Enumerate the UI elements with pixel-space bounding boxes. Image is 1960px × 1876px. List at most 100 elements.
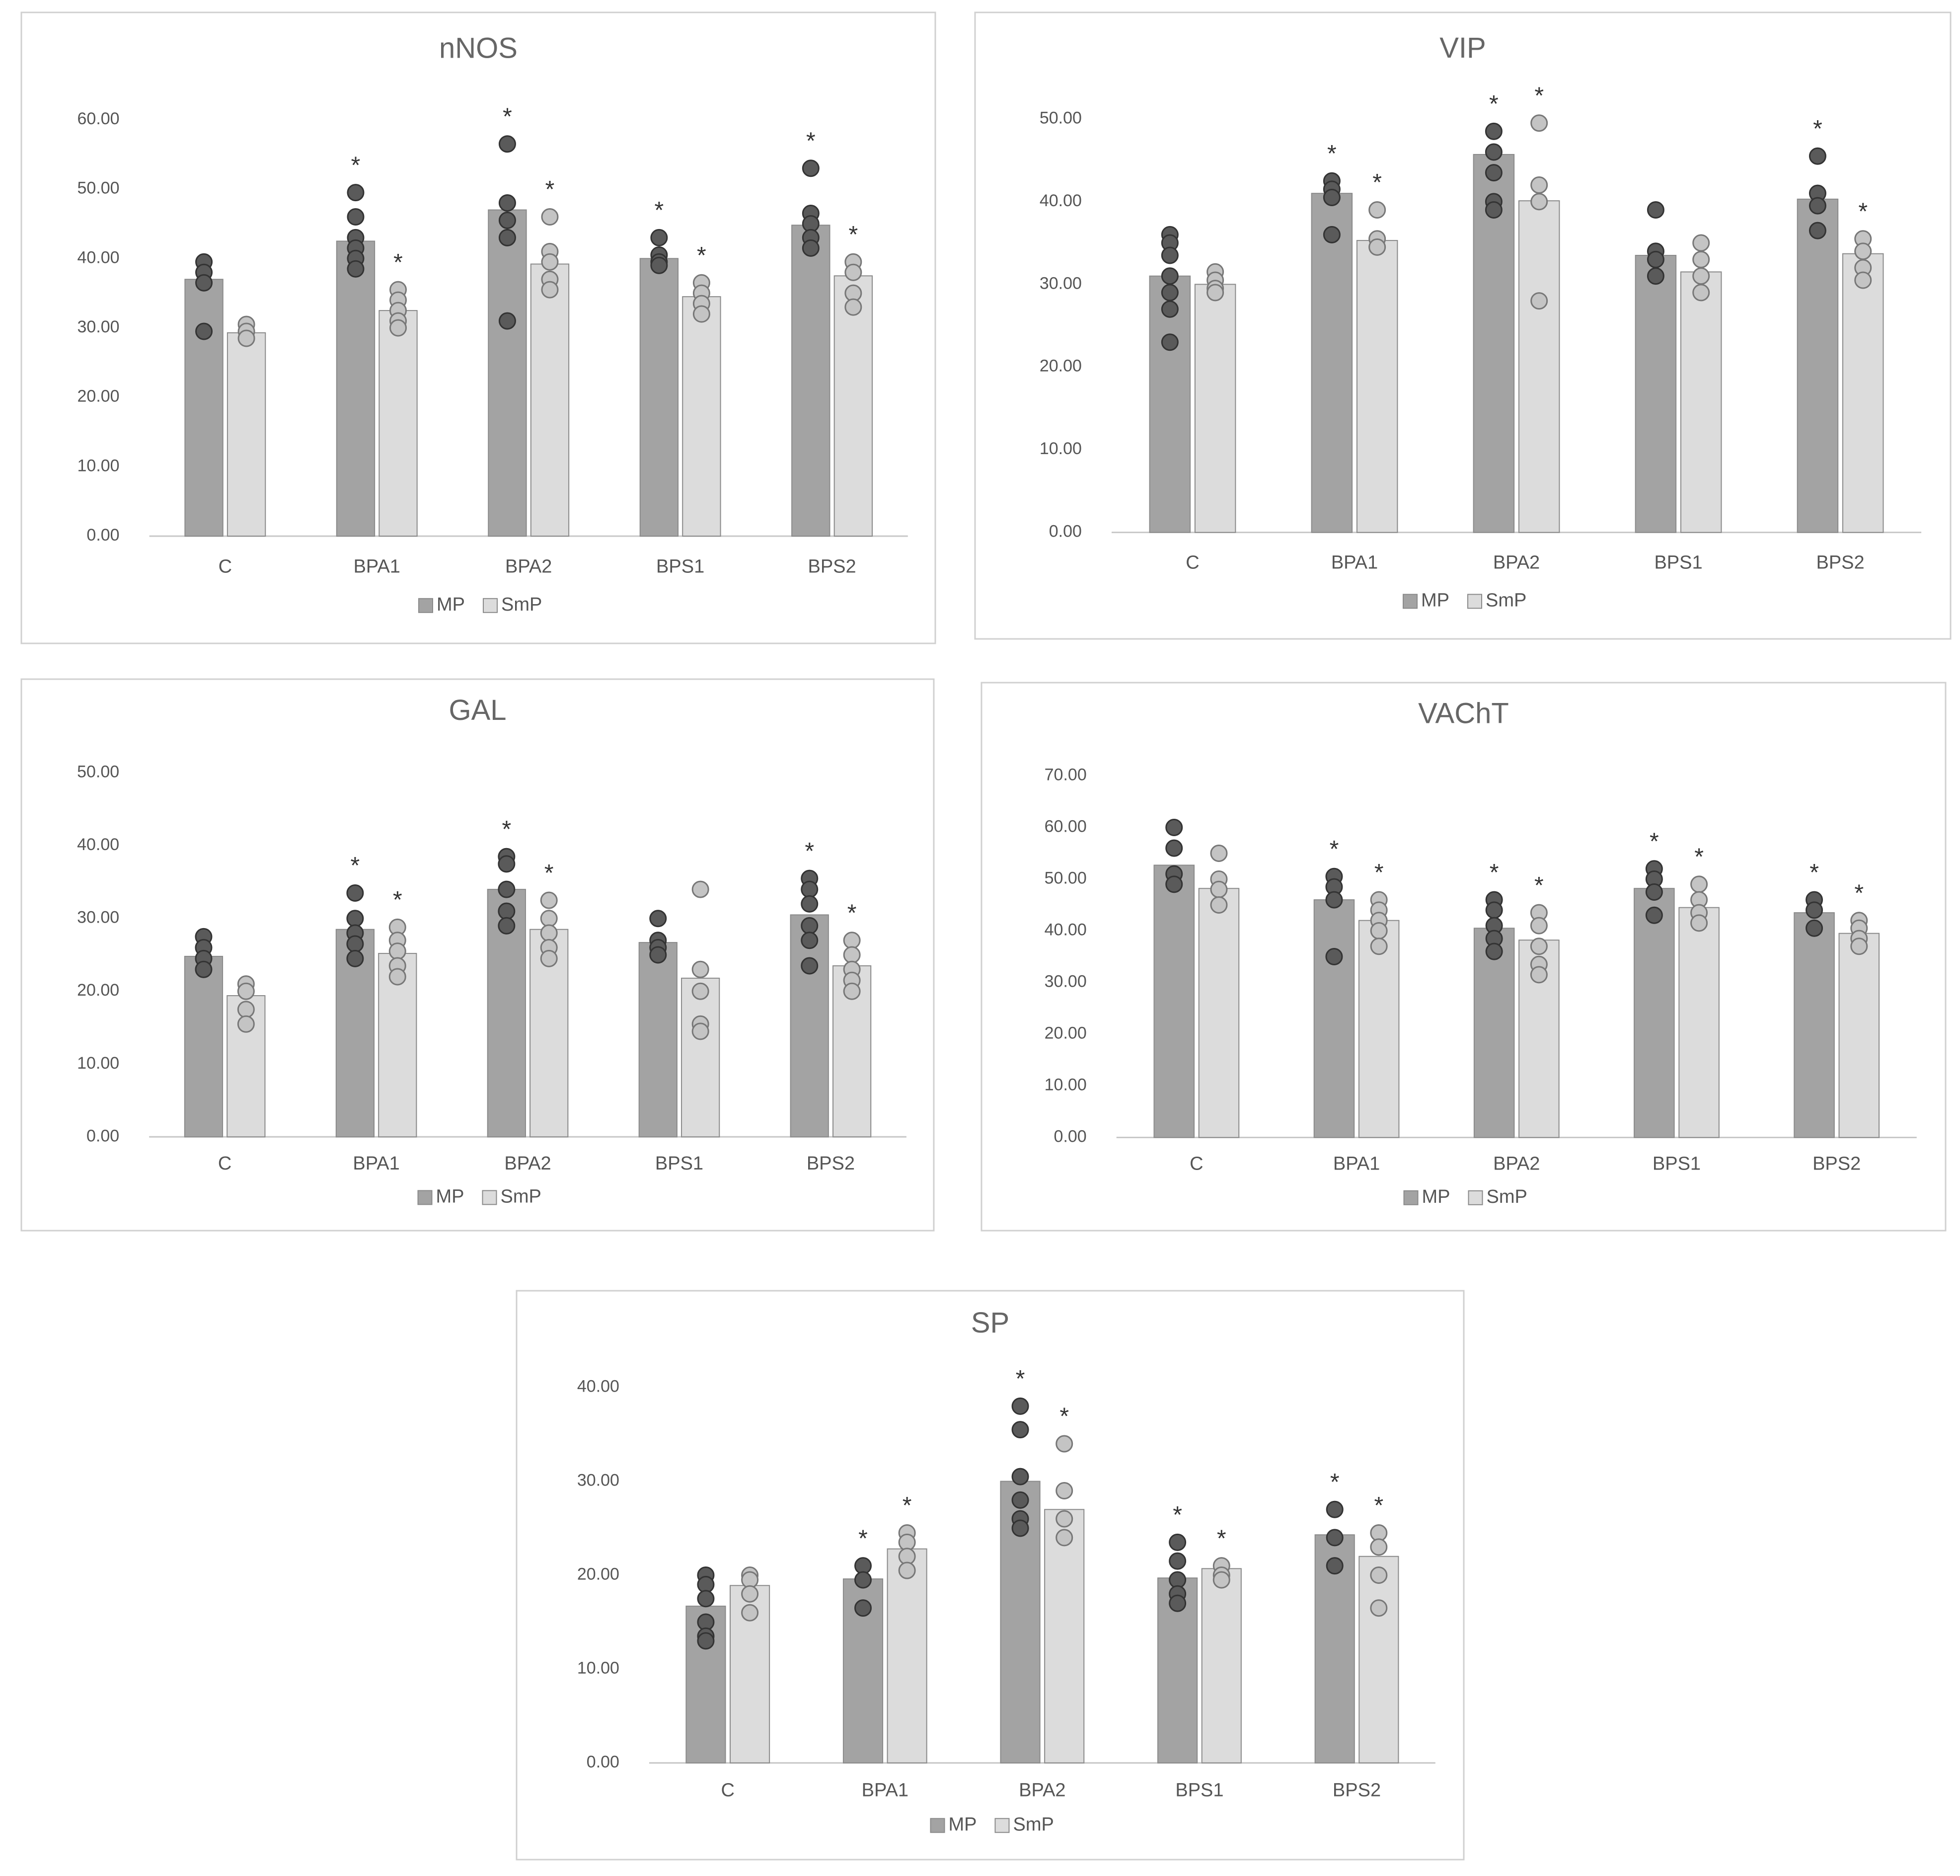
data-point: [237, 1015, 255, 1033]
bar: [887, 1548, 927, 1764]
data-point: [1647, 201, 1664, 219]
panel-border: [20, 678, 935, 1232]
legend-swatch: [482, 1190, 497, 1205]
data-point: [1370, 1538, 1388, 1556]
data-point: [854, 1599, 872, 1617]
bar: [1153, 864, 1195, 1138]
panel-border: [980, 682, 1947, 1232]
significance-star: *: [502, 816, 511, 843]
bar: [1634, 888, 1675, 1138]
significance-star: *: [1534, 872, 1544, 899]
y-tick-label: 60.00: [1045, 817, 1087, 836]
bar: [1194, 284, 1236, 533]
data-point: [346, 949, 364, 967]
significance-star: *: [1330, 1469, 1340, 1495]
bar: [1311, 193, 1353, 533]
data-point: [195, 274, 213, 292]
data-point: [498, 902, 516, 920]
data-point: [1212, 1571, 1230, 1589]
data-point: [498, 855, 516, 873]
data-point: [1011, 1397, 1029, 1415]
bar: [488, 209, 527, 537]
significance-star: *: [1650, 828, 1659, 855]
bar: [1842, 253, 1884, 533]
bar: [226, 332, 266, 537]
data-point: [1370, 1599, 1388, 1617]
significance-star: *: [655, 197, 664, 224]
bar: [638, 942, 678, 1138]
bar: [226, 995, 266, 1138]
data-point: [1323, 226, 1341, 243]
data-point: [498, 135, 516, 153]
data-point: [1690, 914, 1708, 932]
significance-star: *: [1490, 860, 1499, 886]
data-point: [801, 932, 819, 949]
data-point: [1692, 234, 1710, 252]
data-point: [1485, 143, 1503, 161]
x-tick-label: C: [218, 1153, 231, 1174]
data-point: [1485, 201, 1503, 219]
x-tick-label: C: [219, 556, 232, 577]
data-point: [650, 229, 668, 246]
data-point: [1326, 1529, 1344, 1547]
x-tick-label: BPA2: [1493, 1154, 1540, 1174]
x-tick-label: BPA1: [1331, 552, 1378, 573]
data-point: [801, 917, 819, 935]
y-tick-label: 40.00: [577, 1377, 619, 1396]
data-point: [1530, 917, 1548, 935]
data-point: [697, 1632, 715, 1650]
bar: [1838, 933, 1880, 1138]
data-point: [1645, 906, 1663, 924]
data-point: [1530, 193, 1548, 211]
data-point: [195, 960, 213, 978]
legend-swatch: [930, 1818, 945, 1833]
chart-panel: GAL 0.00 10.00 20.00 30.00 40.00 50.00 C BPA1 * * B…: [20, 678, 935, 1232]
bar: [1358, 1556, 1399, 1764]
data-point: [1323, 188, 1341, 206]
bar: [1678, 907, 1720, 1138]
data-point: [540, 924, 558, 942]
data-point: [1530, 114, 1548, 132]
significance-star: *: [806, 128, 816, 154]
data-point: [1692, 284, 1710, 302]
data-point: [1854, 242, 1872, 260]
chart-panel: VAChT 0.00 10.00 20.00 30.00 40.00 50.00 60.00 7…: [980, 682, 1947, 1232]
legend-swatch: [417, 1190, 433, 1205]
y-tick-label: 70.00: [1045, 765, 1087, 784]
data-point: [1806, 919, 1823, 937]
bar: [1198, 888, 1240, 1138]
data-point: [541, 253, 559, 271]
data-point: [346, 910, 364, 928]
bar: [1473, 928, 1515, 1138]
data-point: [1809, 147, 1826, 165]
x-tick-label: BPS2: [1333, 1780, 1381, 1801]
significance-star: *: [1809, 860, 1819, 886]
bar: [1149, 275, 1191, 533]
significance-star: *: [544, 860, 554, 886]
legend-label: MP: [436, 1186, 464, 1207]
legend-swatch: [1403, 594, 1418, 609]
x-tick-label: BPA1: [862, 1780, 908, 1801]
data-point: [388, 942, 406, 960]
legend-label: MP: [1422, 1186, 1450, 1207]
data-point: [1169, 1533, 1187, 1551]
significance-star: *: [805, 838, 814, 864]
legend-label: MP: [949, 1814, 977, 1835]
panel-border: [516, 1290, 1465, 1861]
data-point: [1011, 1491, 1029, 1509]
data-point: [1055, 1482, 1073, 1499]
significance-star: *: [903, 1492, 912, 1519]
y-tick-label: 40.00: [77, 835, 119, 854]
data-point: [1210, 896, 1228, 914]
data-point: [498, 312, 516, 330]
y-tick-label: 20.00: [1040, 357, 1082, 376]
data-point: [1368, 201, 1386, 219]
data-point: [347, 208, 365, 226]
significance-star: *: [848, 222, 858, 248]
data-point: [498, 194, 516, 212]
data-point: [844, 263, 862, 281]
x-tick-label: C: [1190, 1154, 1203, 1174]
data-point: [237, 329, 255, 347]
data-point: [1530, 966, 1548, 984]
bar: [1356, 240, 1398, 533]
